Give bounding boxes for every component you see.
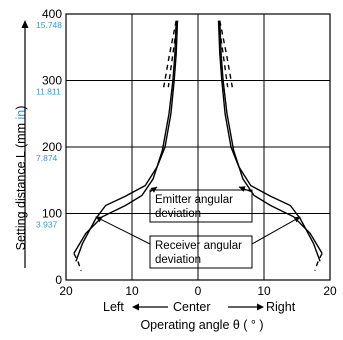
x-tick-label-0: 20	[59, 284, 73, 298]
y-tick-label-4: 400	[42, 7, 62, 21]
y-axis-arrow-head	[21, 20, 29, 28]
y-tick-label-1: 100	[42, 207, 62, 221]
x-label-center: Center	[173, 300, 211, 314]
y-axis-label-unit: in	[14, 110, 28, 120]
receiver-label-line-2: deviation	[155, 254, 201, 266]
leader-line-3	[251, 216, 301, 245]
x-tick-label-3: 10	[257, 284, 271, 298]
y-inch-tick-label-3: 15.748	[36, 20, 62, 30]
y-inch-tick-label-2: 11.811	[36, 87, 61, 97]
x-label-right: Right	[266, 300, 296, 314]
y-inch-tick-label-0: 3.937	[36, 220, 58, 230]
plot-frame	[65, 13, 331, 281]
right-arrow-head	[257, 303, 264, 311]
x-axis-label: Operating angle θ ( ° )	[140, 318, 263, 332]
x-label-left: Left	[103, 300, 124, 314]
series-line-0-right	[217, 20, 321, 262]
series-line-3-left	[167, 20, 179, 88]
receiver-label-box	[149, 235, 253, 269]
y-tick-label-0: 0	[55, 273, 62, 287]
leader-arrow-0	[150, 186, 158, 193]
leader-arrow-2	[95, 216, 103, 223]
x-tick-label-2: 0	[195, 284, 202, 298]
series-line-4-right	[219, 20, 233, 88]
leader-arrow-3	[293, 216, 301, 223]
y-tick-label-3: 300	[42, 74, 62, 88]
leader-line-2	[95, 216, 151, 245]
series-line-2-left	[73, 253, 82, 271]
series-line-1-left	[73, 20, 177, 254]
y-axis-label: Setting distance L (mm in)	[14, 106, 28, 251]
leader-arrow-1	[238, 186, 246, 192]
series-line-1-right	[219, 20, 323, 254]
series-line-3-right	[217, 20, 229, 88]
series-line-2-right	[314, 253, 323, 271]
y-inch-tick-label-1: 7.874	[36, 153, 58, 163]
x-tick-label-1: 10	[125, 284, 139, 298]
emitter-label-box	[149, 189, 253, 223]
series-line-4-left	[163, 20, 177, 88]
series-line-0-left	[75, 20, 179, 262]
receiver-label-line-1: Receiver angular	[155, 240, 242, 252]
x-tick-label-4: 20	[323, 284, 337, 298]
left-arrow-head	[132, 303, 139, 311]
y-tick-label-2: 200	[42, 140, 62, 154]
emitter-label-line-1: Emitter angular	[155, 194, 233, 206]
